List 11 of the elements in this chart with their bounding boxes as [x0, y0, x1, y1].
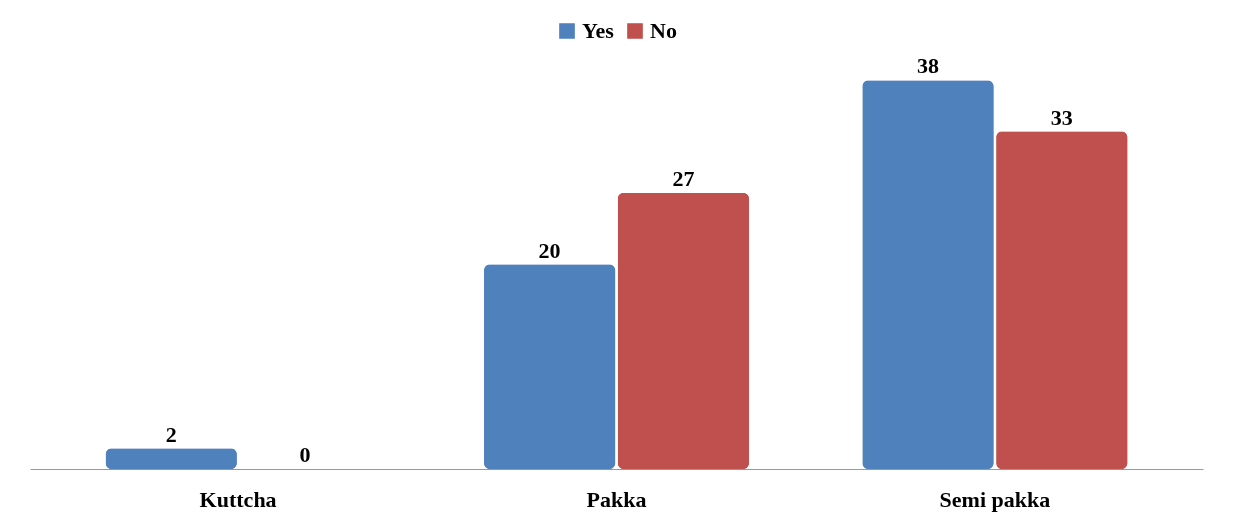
- data-label: 38: [917, 53, 939, 79]
- x-tick-label: Semi pakka: [939, 486, 1051, 512]
- x-tick-label: Pakka: [586, 486, 647, 512]
- data-label: 33: [1050, 104, 1073, 130]
- legend-label: No: [650, 18, 677, 43]
- data-label: 20: [538, 237, 561, 263]
- data-label: 0: [299, 442, 311, 467]
- legend-label: Yes: [582, 18, 615, 43]
- x-tick-label: Kuttcha: [199, 486, 277, 512]
- data-label: 27: [672, 165, 695, 191]
- data-label: 2: [165, 421, 177, 447]
